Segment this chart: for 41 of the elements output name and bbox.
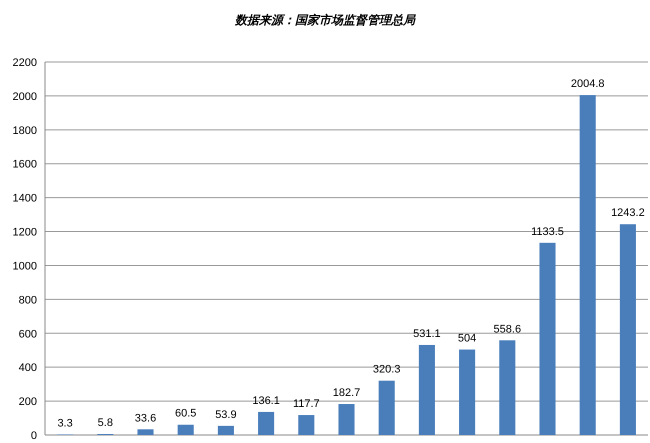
bar xyxy=(580,95,596,435)
bar xyxy=(137,429,154,435)
data-label: 504 xyxy=(458,332,476,345)
data-label: 136.1 xyxy=(252,394,280,407)
data-label: 117.7 xyxy=(292,398,320,410)
data-label: 1243.2 xyxy=(611,207,645,220)
y-tick-label: 1800 xyxy=(12,124,37,137)
y-tick-label: 1200 xyxy=(12,226,37,239)
y-tick-label: 200 xyxy=(18,396,37,408)
bar xyxy=(620,224,636,435)
bar xyxy=(378,380,395,435)
data-label: 53.9 xyxy=(215,408,237,421)
data-label: 182.7 xyxy=(332,387,360,400)
bar xyxy=(418,344,435,435)
y-tick-label: 800 xyxy=(18,294,37,306)
chart-subtitle: 数据来源：国家市场监督管理总局 xyxy=(234,13,416,27)
y-tick-label: 1000 xyxy=(12,260,37,272)
y-tick-label: 1600 xyxy=(12,158,37,171)
data-label: 33.6 xyxy=(134,412,156,424)
y-tick-label: 0 xyxy=(30,430,37,442)
data-label: 2004.8 xyxy=(570,78,605,90)
bar xyxy=(499,340,516,435)
data-label: 320.3 xyxy=(372,364,400,376)
bar xyxy=(218,426,234,435)
bar xyxy=(459,350,476,435)
y-tick-label: 1400 xyxy=(12,192,37,205)
y-tick-label: 2200 xyxy=(12,57,37,69)
data-label: 1133.5 xyxy=(531,226,564,238)
data-label: 558.6 xyxy=(494,323,522,336)
bar xyxy=(539,242,556,435)
data-label: 60.5 xyxy=(174,408,196,420)
bar xyxy=(298,415,314,435)
data-label: 3.3 xyxy=(57,417,73,430)
y-tick-label: 400 xyxy=(18,362,37,374)
bar xyxy=(338,404,355,435)
bar xyxy=(178,424,194,435)
data-label: 5.8 xyxy=(98,417,113,430)
y-tick-label: 2000 xyxy=(12,90,37,103)
bar xyxy=(258,412,274,435)
data-label: 531.1 xyxy=(413,328,441,340)
y-tick-label: 600 xyxy=(18,328,37,340)
